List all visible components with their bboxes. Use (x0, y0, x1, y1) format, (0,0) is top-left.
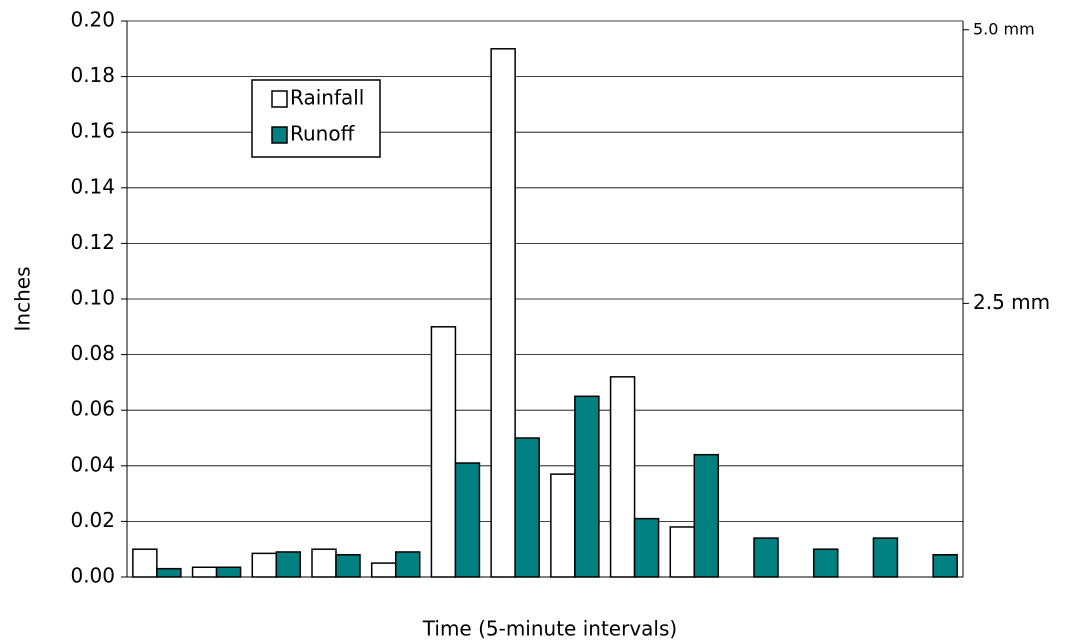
bar (132, 548, 158, 578)
y-axis-label: Inches (11, 267, 35, 332)
bar (932, 554, 958, 578)
bar (550, 473, 576, 578)
bar (215, 566, 242, 578)
y-tick-label: 0.16 (70, 119, 115, 143)
bar (311, 548, 337, 578)
bar (156, 567, 182, 578)
bar (394, 551, 421, 578)
y-tick-label: 0.18 (70, 63, 115, 87)
bar (335, 554, 361, 578)
bar (454, 462, 481, 578)
legend-label: Runoff (290, 122, 356, 146)
y-tick-label: 0.12 (70, 230, 115, 254)
y-tick-label: 0.02 (70, 508, 115, 532)
legend-swatch (271, 90, 288, 108)
bar (490, 48, 516, 578)
bar (514, 437, 540, 578)
x-axis-label: Time (5-minute intervals) (422, 617, 677, 641)
bar (275, 551, 302, 578)
bar (430, 326, 457, 578)
bar (693, 453, 720, 578)
y-tick-label: 0.08 (70, 341, 115, 365)
bar (633, 517, 660, 578)
legend-label: Rainfall (290, 86, 364, 110)
y-tick-label: 0.14 (70, 174, 115, 198)
bar (753, 537, 779, 578)
bar (370, 562, 397, 578)
bar (191, 566, 218, 578)
y-tick-label: 0.00 (70, 564, 115, 588)
bar (609, 376, 636, 578)
y2-tick-label: 2.5 mm (973, 290, 1050, 314)
legend-swatch (271, 126, 288, 144)
y-tick-label: 0.10 (70, 286, 115, 310)
bar (251, 552, 278, 578)
bar (669, 526, 696, 578)
y-tick-label: 0.20 (70, 8, 115, 32)
bar (574, 395, 600, 578)
y-tick-label: 0.04 (70, 452, 115, 476)
y2-tick-label: 5.0 mm (973, 19, 1035, 38)
y-tick-label: 0.06 (70, 397, 115, 421)
bar (872, 537, 899, 578)
bar (812, 548, 839, 578)
